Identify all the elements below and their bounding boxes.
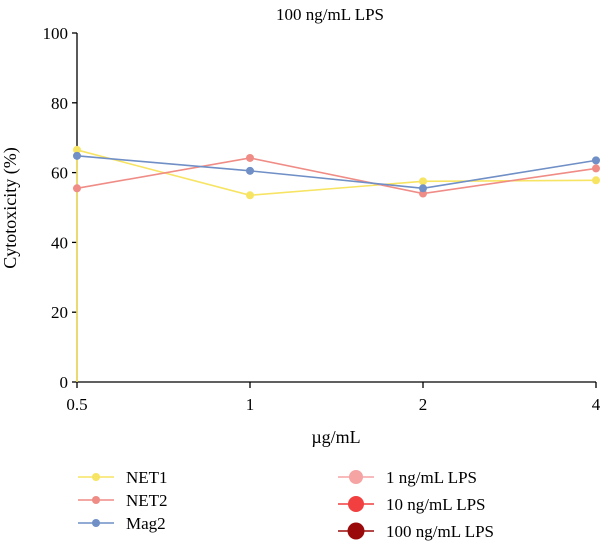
legend-marker — [92, 496, 100, 504]
data-point-net2 — [246, 153, 254, 162]
axes — [76, 33, 596, 383]
data-point-net1 — [592, 176, 600, 185]
y-tick-label: 40 — [51, 233, 68, 252]
series-line-mag2 — [76, 155, 597, 190]
legend-marker — [92, 473, 100, 481]
y-axis-ticks: 0 20 40 60 80 100 — [43, 24, 77, 392]
x-tick-label: 1 — [246, 395, 255, 414]
x-tick-label: 4 — [592, 395, 600, 414]
series-lines — [73, 145, 600, 200]
data-point-net2 — [592, 164, 600, 173]
legend-marker — [92, 519, 100, 527]
y-tick-label: 20 — [51, 303, 68, 322]
x-tick-label: 0.5 — [66, 395, 87, 414]
legend-label: NET1 — [126, 468, 168, 487]
size-legend-marker — [348, 496, 364, 512]
data-point-net1 — [419, 177, 427, 186]
data-point-net1 — [246, 191, 254, 200]
chart-title: 100 ng/mL LPS — [276, 5, 384, 24]
size-legend-marker — [347, 522, 365, 540]
size-legend-label: 1 ng/mL LPS — [386, 468, 477, 487]
y-tick-label: 100 — [43, 24, 69, 43]
size-legend-label: 10 ng/mL LPS — [386, 495, 486, 514]
legend-label: Mag2 — [126, 514, 166, 533]
series-legend: NET1 NET2 Mag2 — [78, 468, 168, 533]
y-tick-label: 60 — [51, 164, 68, 183]
y-tick-label: 80 — [51, 94, 68, 113]
size-legend: 1 ng/mL LPS 10 ng/mL LPS 100 ng/mL LPS — [338, 468, 494, 541]
x-tick-label: 2 — [419, 395, 428, 414]
data-point-mag2 — [592, 156, 600, 165]
x-axis-label: µg/mL — [311, 427, 360, 447]
size-legend-marker — [349, 470, 363, 484]
data-point-mag2 — [246, 166, 254, 175]
data-point-mag2 — [419, 184, 427, 193]
x-axis-ticks: 0.5 1 2 4 — [66, 382, 600, 414]
size-legend-label: 100 ng/mL LPS — [386, 522, 494, 541]
y-tick-label: 0 — [60, 373, 69, 392]
legend-label: NET2 — [126, 491, 168, 510]
data-point-net1 — [73, 145, 81, 154]
data-point-net2 — [73, 184, 81, 193]
data-point-mag2 — [73, 151, 81, 160]
y-axis-label: Cytotoxicity (%) — [0, 147, 21, 268]
series-line-net2 — [76, 157, 597, 195]
